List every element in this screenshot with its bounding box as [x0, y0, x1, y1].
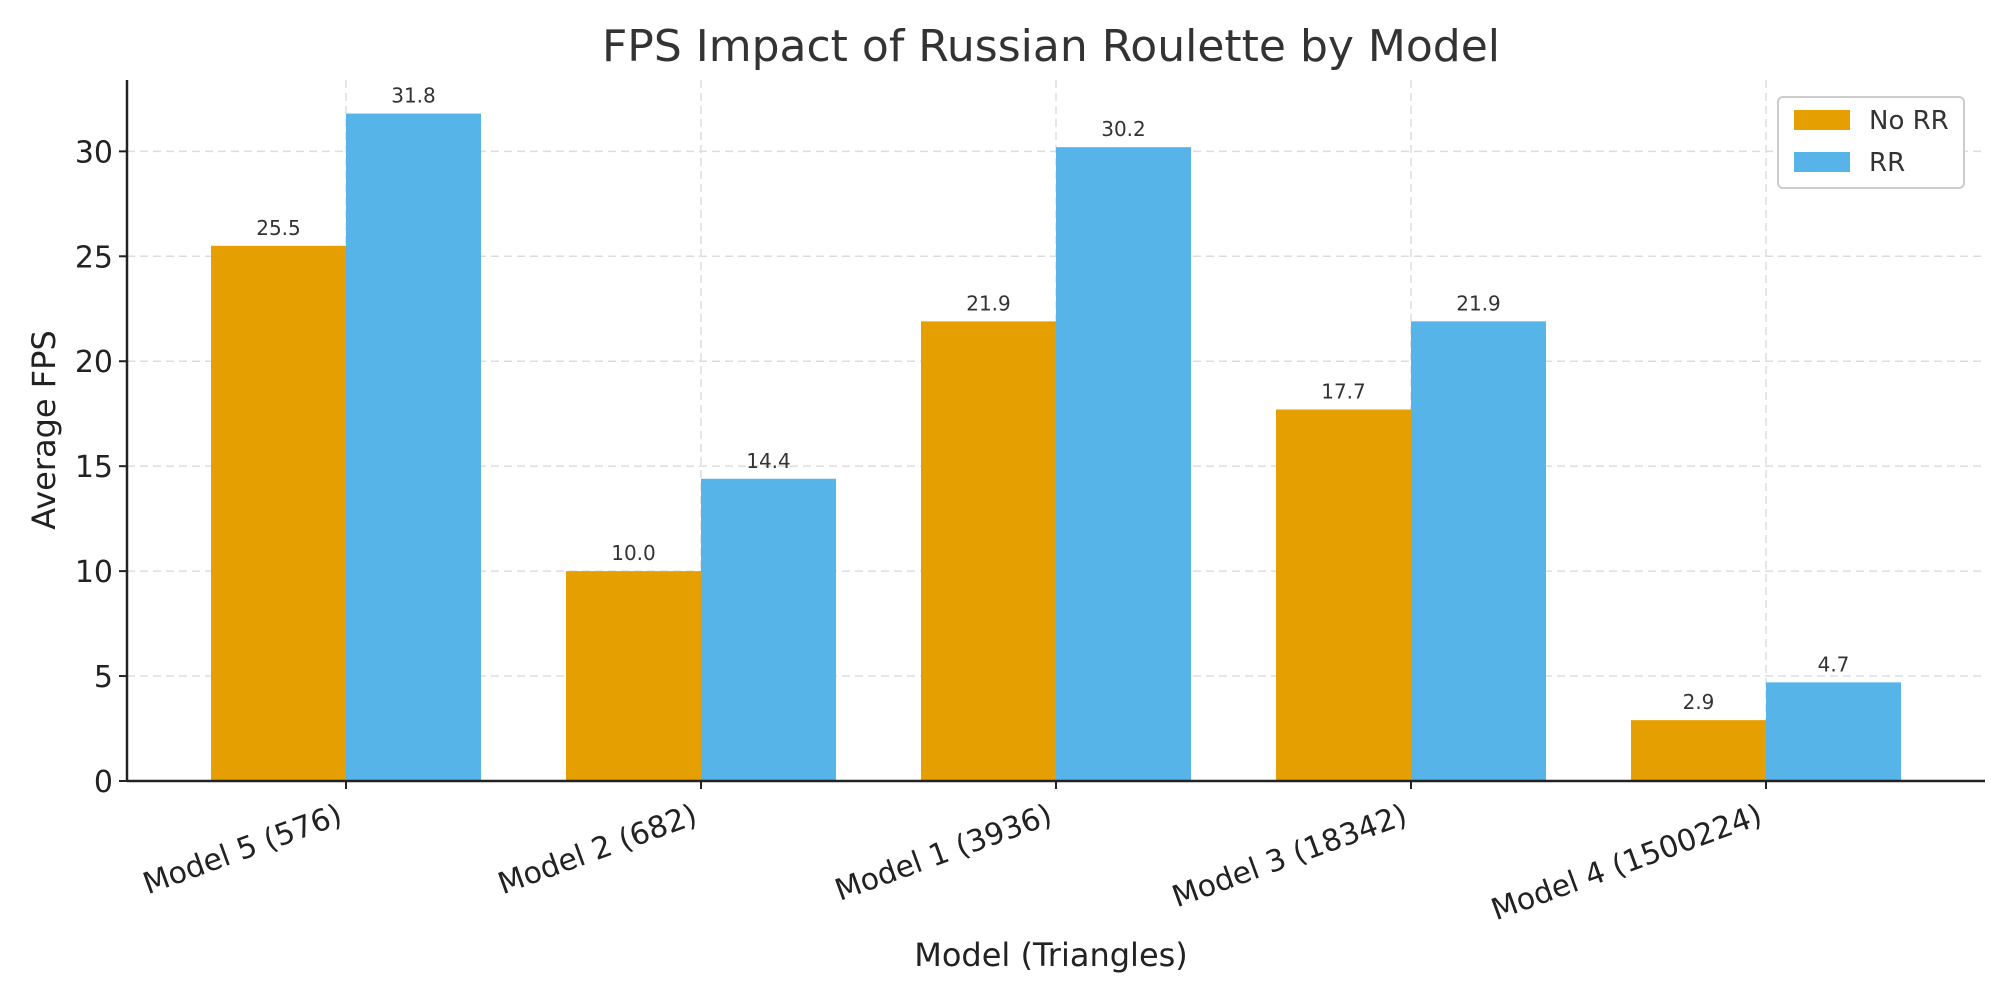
x-tick-label: Model 5 (576)	[138, 798, 346, 902]
bar-no-rr	[211, 245, 346, 781]
bar-value-label: 25.5	[256, 216, 301, 240]
bar-no-rr	[1631, 720, 1766, 781]
bar-rr	[1766, 682, 1901, 781]
x-tick-label: Model 4 (1500224)	[1487, 798, 1767, 928]
y-tick-label: 10	[75, 555, 113, 590]
bars	[211, 113, 1901, 782]
legend-label-no-rr: No RR	[1869, 106, 1949, 136]
legend-label-rr: RR	[1869, 148, 1905, 178]
bar-rr	[1056, 147, 1191, 781]
bar-value-label: 21.9	[966, 291, 1011, 315]
y-tick-label: 25	[75, 240, 113, 275]
y-tick-label: 20	[75, 345, 113, 380]
x-tick-label: Model 1 (3936)	[831, 798, 1057, 909]
bar-value-label: 21.9	[1456, 291, 1501, 315]
bar-value-label: 2.9	[1683, 690, 1715, 714]
data-labels: 25.5 10.0 21.9 17.7 2.9 31.8 14.4 30.2 21.9 4.7	[256, 84, 1849, 715]
bar-rr	[346, 113, 481, 782]
bar-value-label: 14.4	[746, 449, 791, 473]
bar-value-label: 17.7	[1321, 380, 1366, 404]
y-tick-label: 0	[94, 765, 113, 800]
y-tick-label: 5	[94, 660, 113, 695]
bar-rr	[701, 478, 836, 781]
bar-no-rr	[921, 321, 1056, 781]
bar-rr	[1411, 321, 1546, 781]
bar-no-rr	[566, 571, 701, 781]
bar-no-rr	[1276, 409, 1411, 781]
bar-value-label: 10.0	[611, 541, 656, 565]
chart-title: FPS Impact of Russian Roulette by Model	[602, 21, 1500, 72]
y-tick-label: 30	[75, 135, 113, 170]
bar-value-label: 31.8	[391, 84, 436, 108]
x-tick-label: Model 3 (18342)	[1168, 798, 1412, 915]
x-axis-label: Model (Triangles)	[914, 936, 1188, 974]
legend-swatch-no-rr	[1794, 110, 1850, 130]
x-tick-label: Model 2 (682)	[493, 798, 701, 902]
bar-value-label: 30.2	[1101, 117, 1146, 141]
y-axis-label: Average FPS	[25, 330, 63, 530]
legend-swatch-rr	[1794, 152, 1850, 172]
y-tick-label: 15	[75, 450, 113, 485]
legend: No RR RR	[1777, 96, 1965, 189]
bar-value-label: 4.7	[1818, 652, 1850, 676]
